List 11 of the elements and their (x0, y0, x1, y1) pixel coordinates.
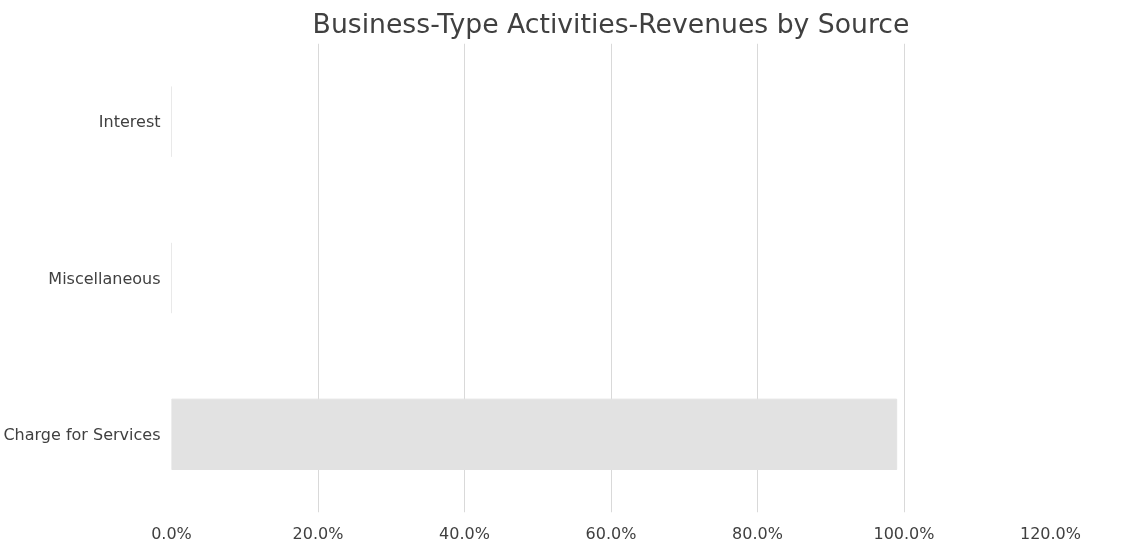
x-tick-label: 80.0% (732, 523, 783, 543)
x-tick-label: 20.0% (292, 523, 344, 543)
chart-title: Business-Type Activities-Revenues by Source (312, 7, 910, 39)
x-tick-label: 100.0% (873, 523, 935, 543)
y-tick-label: Interest (98, 112, 161, 132)
y-tick-label: Miscellaneous (48, 268, 161, 288)
x-tick-label: 120.0% (1020, 523, 1082, 543)
y-tick-label: Charge for Services (3, 424, 161, 444)
x-tick-label: 0.0% (151, 523, 192, 543)
x-tick-label: 40.0% (439, 523, 490, 543)
x-tick-label: 60.0% (585, 523, 637, 543)
